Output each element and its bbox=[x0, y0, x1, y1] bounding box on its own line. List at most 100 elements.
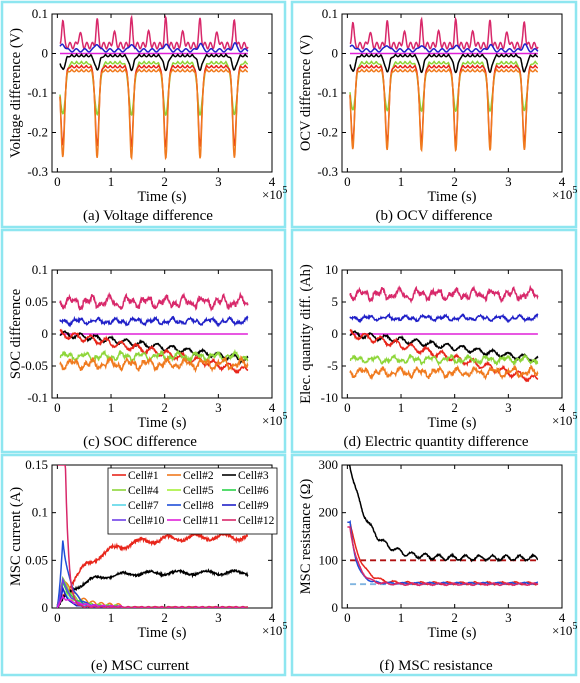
y-tick-label-c-1: -0.05 bbox=[21, 358, 48, 373]
x-tick-label-d-1: 1 bbox=[398, 400, 405, 415]
series-line-b-Cell#1 bbox=[349, 64, 538, 145]
x-exponent-power-c: 5 bbox=[282, 411, 287, 422]
panel-frame-d bbox=[290, 228, 578, 454]
legend-label-Cell#6: Cell#6 bbox=[238, 485, 269, 497]
series-line-b-Cell#9 bbox=[349, 43, 539, 53]
caption-f: (f) MSC resistance bbox=[379, 658, 493, 674]
series-line-d-Cell#12 bbox=[349, 284, 539, 304]
legend-label-Cell#2: Cell#2 bbox=[183, 470, 214, 482]
y-tick-label-c-3: 0.05 bbox=[25, 294, 48, 309]
x-exponent-power-f: 5 bbox=[572, 621, 577, 632]
x-tick-label-d-4: 4 bbox=[559, 400, 566, 415]
y-tick-label-a-0: -0.3 bbox=[27, 164, 48, 179]
panel-frame-f bbox=[290, 453, 578, 677]
series-line-f-Cell#3 bbox=[347, 465, 539, 563]
x-tick-label-f-4: 4 bbox=[559, 610, 566, 625]
x-exponent-e: ×105 bbox=[262, 621, 287, 638]
y-tick-label-d-0: -10 bbox=[321, 390, 338, 405]
x-tick-label-b-1: 1 bbox=[398, 174, 405, 189]
y-tick-label-a-2: -0.1 bbox=[27, 85, 48, 100]
panel-frame-b bbox=[290, 0, 578, 229]
legend-label-Cell#1: Cell#1 bbox=[128, 470, 159, 482]
series-line-b-Cell#2 bbox=[349, 67, 538, 153]
series-line-e-Cell#12 bbox=[57, 465, 249, 608]
x-tick-label-e-2: 2 bbox=[161, 610, 168, 625]
y-axis-label-c: SOC difference bbox=[8, 289, 24, 379]
x-tick-label-a-0: 0 bbox=[54, 174, 61, 189]
panel-frame-a bbox=[0, 0, 287, 229]
y-tick-label-c-0: -0.1 bbox=[27, 390, 48, 405]
series-line-f-Cell#8 bbox=[347, 520, 539, 585]
x-exponent-a: ×105 bbox=[262, 185, 287, 202]
y-tick-label-f-2: 200 bbox=[319, 505, 339, 520]
x-axis-label-a: Time (s) bbox=[137, 189, 186, 205]
series-line-a-Cell#1 bbox=[59, 64, 248, 149]
x-tick-label-f-1: 1 bbox=[398, 610, 405, 625]
x-tick-label-d-2: 2 bbox=[451, 400, 458, 415]
y-tick-label-e-2: 0.1 bbox=[32, 505, 48, 520]
y-tick-label-b-3: 0 bbox=[332, 46, 339, 61]
legend-label-Cell#11: Cell#11 bbox=[183, 515, 219, 527]
series-line-f-Cell#1 bbox=[347, 521, 539, 586]
series-line-b-Cell#12 bbox=[349, 16, 539, 50]
x-exponent-f: ×105 bbox=[552, 621, 577, 638]
x-exponent-c: ×105 bbox=[262, 411, 287, 428]
y-tick-label-b-0: -0.3 bbox=[317, 164, 338, 179]
y-axis-label-d: Elec. quantity diff. (Ah) bbox=[298, 264, 314, 404]
y-tick-label-d-1: -5 bbox=[327, 358, 338, 373]
caption-e: (e) MSC current bbox=[91, 658, 190, 674]
y-tick-label-e-1: 0.05 bbox=[25, 552, 48, 567]
chart-d: 0 1 2 3 4 -10 -5 0 5 10 Time (s) Elec. quantity dif… bbox=[298, 262, 577, 431]
y-tick-label-d-3: 5 bbox=[332, 294, 339, 309]
y-tick-label-f-1: 100 bbox=[319, 552, 339, 567]
caption-b: (b) OCV difference bbox=[376, 208, 493, 224]
series-line-e-Cell#1 bbox=[57, 530, 249, 607]
legend-label-Cell#7: Cell#7 bbox=[128, 500, 159, 512]
x-tick-label-a-1: 1 bbox=[108, 174, 115, 189]
y-tick-label-e-0: 0 bbox=[42, 600, 49, 615]
series-line-d-Cell#9 bbox=[349, 311, 539, 324]
x-axis-label-b: Time (s) bbox=[427, 189, 476, 205]
y-tick-label-d-2: 0 bbox=[332, 326, 339, 341]
series-line-b-Cell#3 bbox=[349, 52, 538, 74]
series-line-c-Cell#2 bbox=[59, 355, 249, 374]
x-tick-label-a-3: 3 bbox=[215, 174, 222, 189]
x-tick-label-a-2: 2 bbox=[161, 174, 168, 189]
y-tick-label-e-3: 0.15 bbox=[25, 457, 48, 472]
series-line-a-Cell#12 bbox=[59, 14, 249, 50]
x-tick-label-c-4: 4 bbox=[269, 400, 276, 415]
x-tick-label-c-3: 3 bbox=[215, 400, 222, 415]
y-axis-label-b: OCV difference (V) bbox=[298, 35, 314, 151]
panel-frame-c bbox=[0, 228, 287, 454]
x-tick-label-e-4: 4 bbox=[269, 610, 276, 625]
x-tick-label-e-1: 1 bbox=[108, 610, 115, 625]
x-tick-label-c-1: 1 bbox=[108, 400, 115, 415]
y-tick-label-a-1: -0.2 bbox=[27, 125, 48, 140]
x-tick-label-b-2: 2 bbox=[451, 174, 458, 189]
legend-label-Cell#9: Cell#9 bbox=[238, 500, 269, 512]
caption-d: (d) Electric quantity difference bbox=[343, 434, 528, 450]
x-tick-label-e-0: 0 bbox=[54, 610, 61, 625]
y-tick-label-c-4: 0.1 bbox=[32, 262, 48, 277]
y-tick-label-f-0: 0 bbox=[332, 600, 339, 615]
chart-a: 0 1 2 3 4 -0.3 -0.2 -0.1 0 0.1 Time (s) Voltage dif… bbox=[8, 6, 287, 205]
series-line-f-Cell#12 bbox=[347, 526, 539, 587]
legend-label-Cell#12: Cell#12 bbox=[238, 515, 275, 527]
legend-box bbox=[107, 467, 278, 535]
x-exponent-power-d: 5 bbox=[572, 411, 577, 422]
axes-box-a bbox=[51, 13, 273, 173]
x-exponent-b: ×105 bbox=[552, 185, 577, 202]
y-tick-label-b-1: -0.2 bbox=[317, 125, 338, 140]
x-tick-label-b-0: 0 bbox=[344, 174, 351, 189]
x-tick-label-c-2: 2 bbox=[161, 400, 168, 415]
y-tick-label-a-4: 0.1 bbox=[32, 6, 48, 21]
chart-b: 0 1 2 3 4 -0.3 -0.2 -0.1 0 0.1 Time (s) OCV differe… bbox=[298, 6, 577, 205]
x-tick-label-d-0: 0 bbox=[344, 400, 351, 415]
x-tick-label-f-3: 3 bbox=[505, 610, 512, 625]
caption-c: (c) SOC difference bbox=[83, 434, 197, 450]
series-line-b-Cell#4 bbox=[349, 60, 538, 113]
chart-f: 0 1 2 3 4 0 100 200 300 Time (s) MSC resistance (Ω… bbox=[298, 457, 577, 641]
series-line-d-Cell#4 bbox=[349, 352, 539, 367]
y-tick-label-a-3: 0 bbox=[42, 46, 49, 61]
